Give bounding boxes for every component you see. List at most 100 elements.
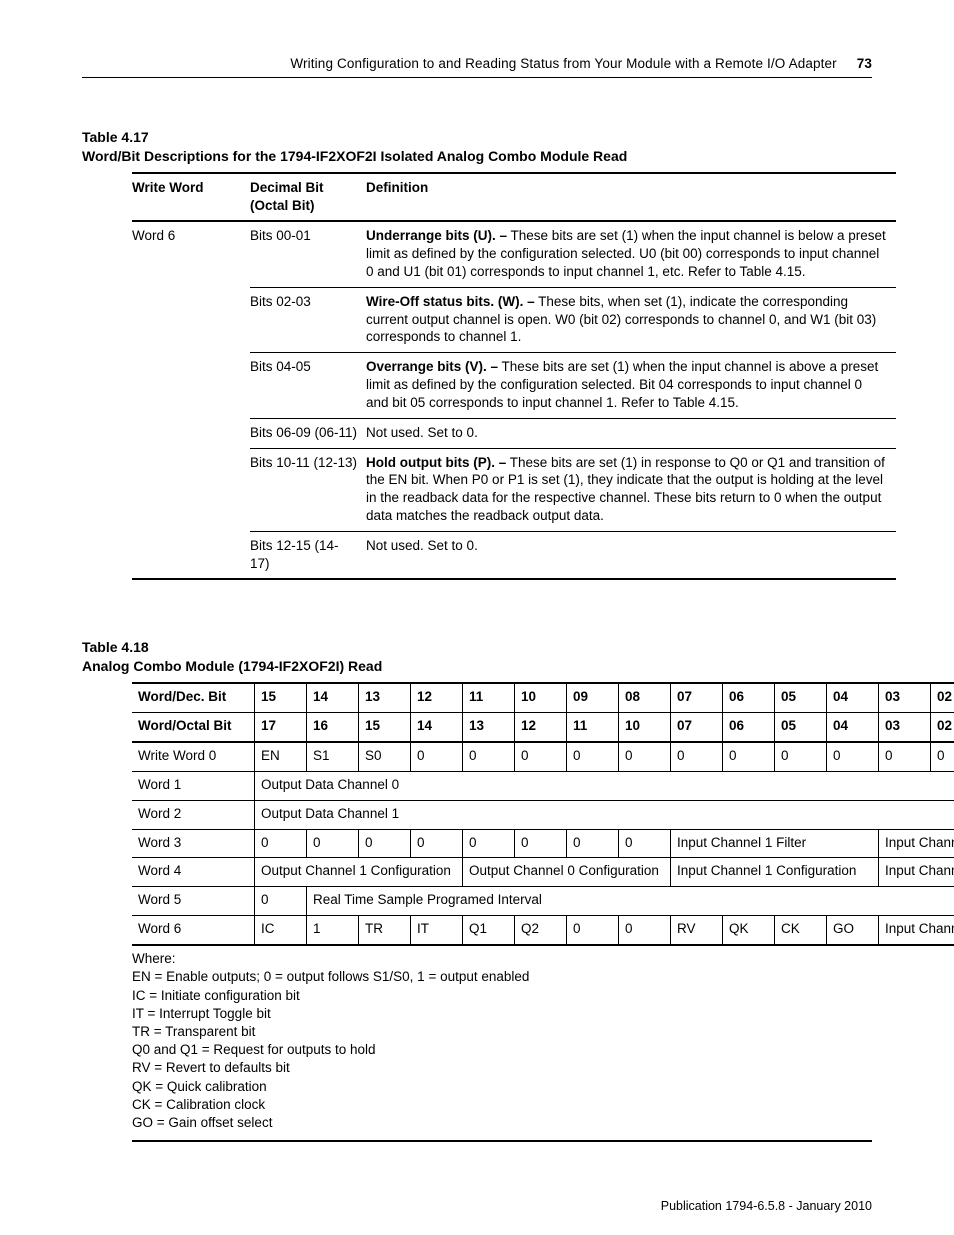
row-w0: Write Word 0	[132, 742, 255, 771]
cell: Input Channel 0 Configuration	[879, 858, 954, 887]
cell-bits: Bits 10-11 (12-13)	[250, 448, 366, 531]
col-decimal-bit: Decimal Bit (Octal Bit)	[250, 173, 366, 222]
bit-oct: 14	[411, 713, 463, 742]
cell: GO	[827, 916, 879, 945]
bit-oct: 17	[255, 713, 307, 742]
page: Writing Configuration to and Reading Sta…	[0, 0, 954, 1235]
cell: 0	[775, 742, 827, 771]
bit-dec: 13	[359, 683, 411, 712]
where-line: RV = Revert to defaults bit	[132, 1059, 872, 1077]
where-line: IC = Initiate configuration bit	[132, 987, 872, 1005]
bit-dec: 10	[515, 683, 567, 712]
cell-definition: Not used. Set to 0.	[366, 418, 896, 448]
cell: 0	[567, 829, 619, 858]
where-line: EN = Enable outputs; 0 = output follows …	[132, 968, 872, 986]
row-w4: Word 4	[132, 858, 255, 887]
cell: 0	[255, 829, 307, 858]
cell: Q1	[463, 916, 515, 945]
where-line: IT = Interrupt Toggle bit	[132, 1005, 872, 1023]
cell: Input Channel 0 Filter	[879, 829, 954, 858]
cell: S1	[307, 742, 359, 771]
cell: 0	[463, 742, 515, 771]
cell: TR	[359, 916, 411, 945]
page-number: 73	[857, 56, 872, 71]
table-17: Write WordDecimal Bit (Octal Bit)Definit…	[132, 172, 896, 581]
bit-oct: 07	[671, 713, 723, 742]
row-w5: Word 5	[132, 887, 255, 916]
cell: IC	[255, 916, 307, 945]
header-text: Writing Configuration to and Reading Sta…	[290, 56, 836, 71]
bit-dec: 02	[931, 683, 954, 712]
cell: Input Channel 1 Configuration	[671, 858, 879, 887]
bit-oct: 13	[463, 713, 515, 742]
table-18-title: Analog Combo Module (1794-IF2XOF2I) Read	[82, 658, 382, 674]
cell-bits: Bits 00-01	[250, 221, 366, 287]
bit-oct: 02	[931, 713, 954, 742]
cell: 0	[411, 829, 463, 858]
bit-oct: 04	[827, 713, 879, 742]
cell: 0	[359, 829, 411, 858]
cell: 0	[619, 742, 671, 771]
cell: 0	[463, 829, 515, 858]
publication-line: Publication 1794-6.5.8 - January 2010	[661, 1199, 872, 1213]
cell: S0	[359, 742, 411, 771]
cell: Q2	[515, 916, 567, 945]
cell: 0	[619, 916, 671, 945]
bit-dec: 03	[879, 683, 931, 712]
running-header: Writing Configuration to and Reading Sta…	[82, 56, 872, 78]
cell: RV	[671, 916, 723, 945]
table-17-number: Table 4.17	[82, 129, 149, 145]
bit-oct: 05	[775, 713, 827, 742]
cell-definition: Underrange bits (U). – These bits are se…	[366, 221, 896, 287]
cell-definition: Wire-Off status bits. (W). – These bits,…	[366, 287, 896, 352]
cell-definition: Not used. Set to 0.	[366, 531, 896, 579]
cell: 0	[723, 742, 775, 771]
col-definition: Definition	[366, 173, 896, 222]
table-18-number: Table 4.18	[82, 639, 149, 655]
row-w6: Word 6	[132, 916, 255, 945]
bit-oct: 12	[515, 713, 567, 742]
where-legend: Where:EN = Enable outputs; 0 = output fo…	[132, 950, 872, 1142]
bit-dec: 05	[775, 683, 827, 712]
table-18-caption: Table 4.18 Analog Combo Module (1794-IF2…	[82, 638, 872, 676]
cell: Real Time Sample Programed Interval	[307, 887, 954, 916]
cell: 0	[307, 829, 359, 858]
bit-oct: 03	[879, 713, 931, 742]
cell: Output Channel 0 Configuration	[463, 858, 671, 887]
where-line: GO = Gain offset select	[132, 1114, 872, 1132]
row-w3: Word 3	[132, 829, 255, 858]
cell: 0	[567, 916, 619, 945]
bit-dec: 12	[411, 683, 463, 712]
cell: CK	[775, 916, 827, 945]
where-line: Q0 and Q1 = Request for outputs to hold	[132, 1041, 872, 1059]
bit-dec: 14	[307, 683, 359, 712]
cell-bits: Bits 02-03	[250, 287, 366, 352]
bit-dec: 04	[827, 683, 879, 712]
cell: IT	[411, 916, 463, 945]
cell: EN	[255, 742, 307, 771]
bit-dec: 09	[567, 683, 619, 712]
cell: Output Data Channel 0	[255, 771, 954, 800]
cell: QK	[723, 916, 775, 945]
bit-oct: 06	[723, 713, 775, 742]
cell-definition: Overrange bits (V). – These bits are set…	[366, 353, 896, 418]
where-line: TR = Transparent bit	[132, 1023, 872, 1041]
cell: 0	[879, 742, 931, 771]
cell: 0	[567, 742, 619, 771]
cell: 0	[515, 742, 567, 771]
hdr-oct-bit: Word/Octal Bit	[132, 713, 255, 742]
cell: 0	[411, 742, 463, 771]
cell-definition: Hold output bits (P). – These bits are s…	[366, 448, 896, 531]
cell-bits: Bits 12-15 (14-17)	[250, 531, 366, 579]
cell-word: Word 6	[132, 221, 250, 579]
cell-bits: Bits 06-09 (06-11)	[250, 418, 366, 448]
cell: 0	[619, 829, 671, 858]
where-line: CK = Calibration clock	[132, 1096, 872, 1114]
bit-dec: 08	[619, 683, 671, 712]
where-line: QK = Quick calibration	[132, 1078, 872, 1096]
bit-dec: 07	[671, 683, 723, 712]
cell: 0	[827, 742, 879, 771]
cell: Input Channel 0 Configuration	[879, 916, 954, 945]
table-17-caption: Table 4.17 Word/Bit Descriptions for the…	[82, 128, 872, 166]
col-write-word: Write Word	[132, 173, 250, 222]
